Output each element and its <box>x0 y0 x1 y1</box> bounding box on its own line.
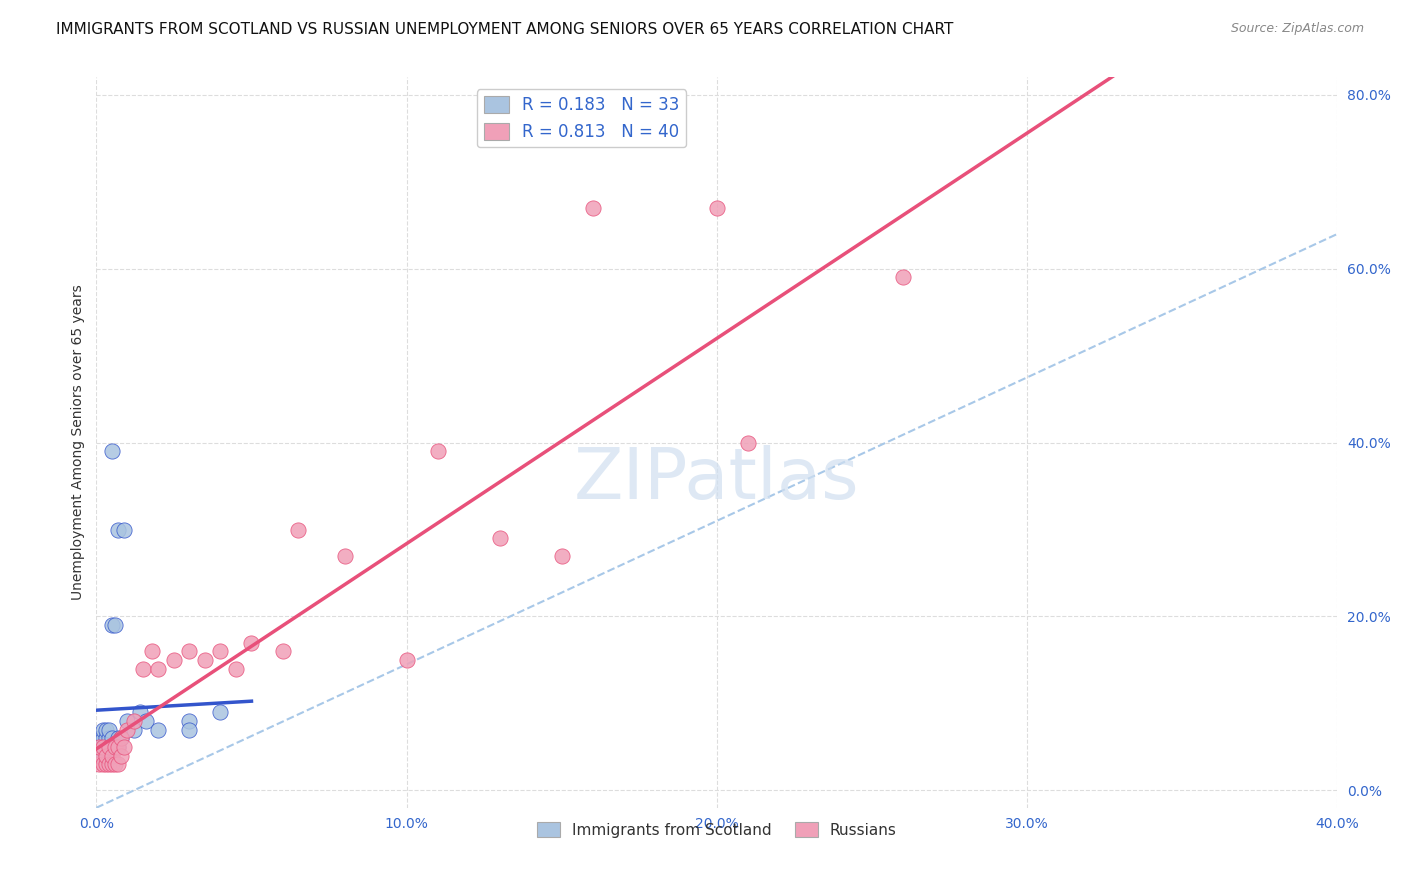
Point <box>132 662 155 676</box>
Point <box>225 662 247 676</box>
Text: IMMIGRANTS FROM SCOTLAND VS RUSSIAN UNEMPLOYMENT AMONG SENIORS OVER 65 YEARS COR: IMMIGRANTS FROM SCOTLAND VS RUSSIAN UNEM… <box>56 22 953 37</box>
Point <box>97 739 120 754</box>
Point <box>97 757 120 772</box>
Point <box>148 723 170 737</box>
Point <box>179 714 201 728</box>
Point <box>89 739 111 754</box>
Point <box>194 653 217 667</box>
Point <box>333 549 356 563</box>
Point <box>94 739 117 754</box>
Point <box>91 757 114 772</box>
Point <box>94 757 117 772</box>
Point <box>104 757 127 772</box>
Point <box>104 739 127 754</box>
Point <box>737 435 759 450</box>
Point <box>122 714 145 728</box>
Point <box>107 757 129 772</box>
Point <box>89 748 111 763</box>
Point <box>148 662 170 676</box>
Point <box>107 731 129 746</box>
Point <box>107 739 129 754</box>
Point <box>128 705 150 719</box>
Point <box>97 723 120 737</box>
Point <box>91 739 114 754</box>
Point <box>94 748 117 763</box>
Text: ZIPatlas: ZIPatlas <box>574 444 859 514</box>
Point <box>107 739 129 754</box>
Point <box>110 731 132 746</box>
Point <box>101 444 124 458</box>
Point <box>97 739 120 754</box>
Point <box>163 653 186 667</box>
Point <box>891 270 914 285</box>
Point <box>287 523 309 537</box>
Point <box>706 201 728 215</box>
Point <box>551 549 574 563</box>
Y-axis label: Unemployment Among Seniors over 65 years: Unemployment Among Seniors over 65 years <box>72 285 86 600</box>
Point <box>101 748 124 763</box>
Point <box>240 635 263 649</box>
Legend: Immigrants from Scotland, Russians: Immigrants from Scotland, Russians <box>531 815 903 844</box>
Point <box>91 723 114 737</box>
Point <box>89 739 111 754</box>
Point <box>179 644 201 658</box>
Point <box>110 748 132 763</box>
Point <box>97 731 120 746</box>
Point <box>209 705 232 719</box>
Point <box>426 444 449 458</box>
Point <box>141 644 163 658</box>
Point <box>117 714 139 728</box>
Point <box>101 618 124 632</box>
Point <box>91 748 114 763</box>
Point <box>89 731 111 746</box>
Point <box>117 723 139 737</box>
Point <box>104 618 127 632</box>
Point <box>107 523 129 537</box>
Text: Source: ZipAtlas.com: Source: ZipAtlas.com <box>1230 22 1364 36</box>
Point <box>135 714 157 728</box>
Point <box>209 644 232 658</box>
Point <box>91 739 114 754</box>
Point <box>101 731 124 746</box>
Point <box>94 731 117 746</box>
Point <box>101 739 124 754</box>
Point <box>101 757 124 772</box>
Point <box>110 731 132 746</box>
Point <box>94 748 117 763</box>
Point <box>395 653 418 667</box>
Point <box>89 757 111 772</box>
Point <box>89 748 111 763</box>
Point <box>112 739 135 754</box>
Point <box>122 723 145 737</box>
Point <box>94 723 117 737</box>
Point <box>582 201 605 215</box>
Point <box>488 531 510 545</box>
Point <box>179 723 201 737</box>
Point <box>271 644 294 658</box>
Point <box>112 523 135 537</box>
Point <box>91 731 114 746</box>
Point <box>104 739 127 754</box>
